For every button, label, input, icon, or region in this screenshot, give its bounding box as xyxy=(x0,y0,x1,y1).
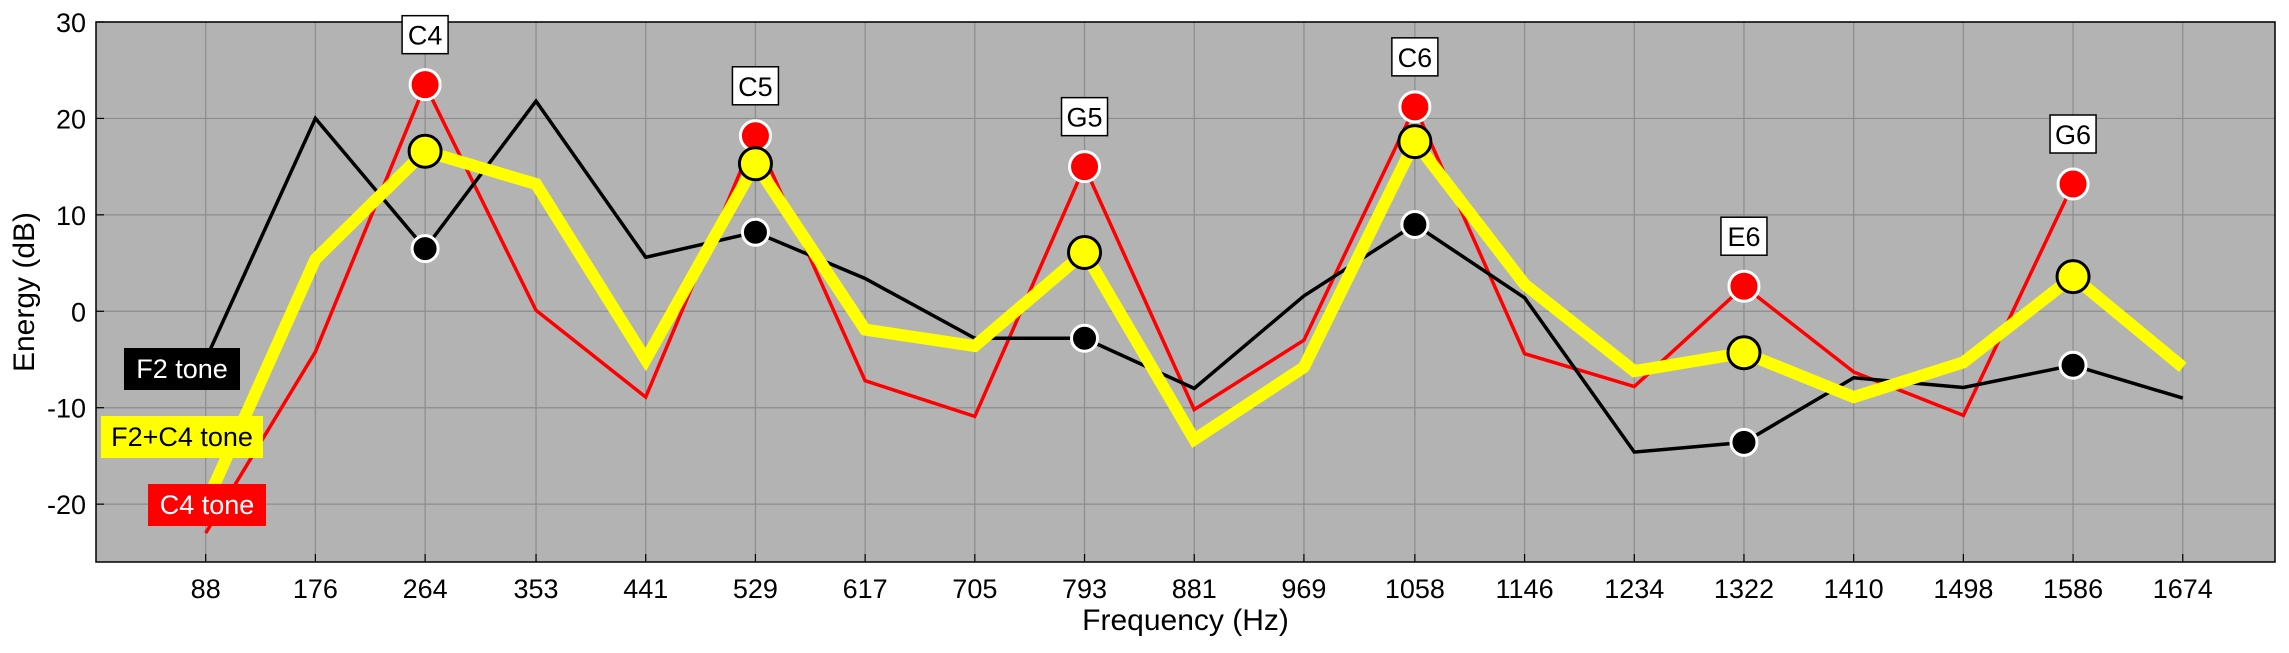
series-markers xyxy=(407,68,2091,457)
x-tick-label: 1674 xyxy=(2153,574,2213,604)
x-tick-label: 617 xyxy=(843,574,888,604)
x-tick-label: 353 xyxy=(514,574,559,604)
f2-c4-tone-line xyxy=(200,130,2187,507)
peak-label-box xyxy=(2049,114,2097,154)
peak-label: G6 xyxy=(2049,114,2097,154)
y-tick-label: -20 xyxy=(47,490,86,520)
x-tick-label: 1410 xyxy=(1824,574,1884,604)
legend-swatch xyxy=(101,416,263,458)
x-tick-label: 441 xyxy=(623,574,668,604)
x-tick-label: 969 xyxy=(1281,574,1326,604)
x-tick-label: 176 xyxy=(293,574,338,604)
x-tick-label: 881 xyxy=(1172,574,1217,604)
f2-c4-tone-marker xyxy=(1067,234,1103,270)
y-axis-label: Energy (dB) xyxy=(8,212,41,372)
peak-label: G5 xyxy=(1060,96,1109,137)
x-tick-label: 1498 xyxy=(1933,574,1993,604)
plot-area xyxy=(96,22,2275,562)
f2-tone-marker xyxy=(2058,350,2088,380)
peak-label-box xyxy=(1391,37,1439,77)
axes: 88 176 264 353 441 529 617 705 793 881 969 1058 1146… xyxy=(47,8,2213,604)
f2-tone-marker xyxy=(740,217,770,247)
legend-label: C4 tone xyxy=(160,490,255,520)
legend-label: F2+C4 tone xyxy=(111,422,253,452)
legend-label: F2 tone xyxy=(136,354,228,384)
c4-tone-marker xyxy=(408,68,442,102)
f2-c4-tone-marker xyxy=(737,146,773,182)
x-axis-label: Frequency (Hz) xyxy=(1082,604,1289,637)
peak-label-text: C6 xyxy=(1398,43,1433,73)
c4-tone-marker xyxy=(1727,269,1761,303)
f2-tone-marker xyxy=(1729,427,1759,457)
f2-c4-tone-marker xyxy=(2055,259,2091,295)
c4-tone-marker xyxy=(1068,150,1102,184)
peak-label-box xyxy=(401,14,449,55)
peak-label-text: G5 xyxy=(1067,103,1103,133)
peak-label: E6 xyxy=(1720,216,1768,256)
peak-label-box xyxy=(1720,216,1768,256)
peak-label-text: G6 xyxy=(2055,120,2091,150)
x-tick-label: 88 xyxy=(191,574,221,604)
x-tick-label: 1234 xyxy=(1604,574,1664,604)
peak-label-text: E6 xyxy=(1727,222,1760,252)
x-tick-label: 264 xyxy=(403,574,448,604)
y-tick-label: 30 xyxy=(56,8,86,38)
x-tick-label: 1058 xyxy=(1385,574,1445,604)
peak-label-box xyxy=(731,66,780,106)
f2-c4-tone-marker xyxy=(407,133,443,169)
f2-c4-tone-marker xyxy=(1726,335,1762,371)
f2-tone-marker xyxy=(1400,210,1430,239)
peak-label-text: C4 xyxy=(408,21,443,51)
legend-item: F2+C4 tone xyxy=(101,416,263,458)
peak-label: C6 xyxy=(1391,37,1439,77)
c4-tone-line xyxy=(204,80,2075,535)
f2-tone-marker xyxy=(1070,323,1100,353)
peak-label-text: C5 xyxy=(738,72,773,102)
x-tick-label: 793 xyxy=(1062,574,1107,604)
peak-annotations: C4 C5 G5 C6 E6 G6 xyxy=(401,14,2097,256)
x-tick-label: 1322 xyxy=(1714,574,1774,604)
legend-item: C4 tone xyxy=(148,484,266,526)
peak-label-box xyxy=(1060,96,1109,137)
legend-item: F2 tone xyxy=(124,348,240,390)
x-tick-label: 705 xyxy=(952,574,997,604)
y-tick-label: 10 xyxy=(56,201,86,231)
f2-c4-tone-marker xyxy=(1397,124,1433,160)
y-tick-label: 0 xyxy=(71,297,86,327)
x-tick-label: 1146 xyxy=(1496,574,1554,604)
peak-label: C4 xyxy=(401,14,449,55)
y-tick-label: -10 xyxy=(47,394,86,424)
plot-frame xyxy=(95,21,2276,563)
series-lines xyxy=(200,80,2187,535)
legend-swatch xyxy=(124,348,240,390)
x-tick-label: 529 xyxy=(733,574,778,604)
x-tick-label: 1586 xyxy=(2043,574,2103,604)
legend: F2 tone F2+C4 tone C4 tone xyxy=(101,348,266,526)
peak-label: C5 xyxy=(731,66,780,106)
y-tick-label: 20 xyxy=(56,104,86,134)
f2-tone-line xyxy=(204,98,2184,454)
c4-tone-marker xyxy=(1398,90,1432,124)
f2-tone-marker xyxy=(410,234,440,264)
c4-tone-marker xyxy=(2056,167,2090,201)
legend-swatch xyxy=(148,484,266,526)
